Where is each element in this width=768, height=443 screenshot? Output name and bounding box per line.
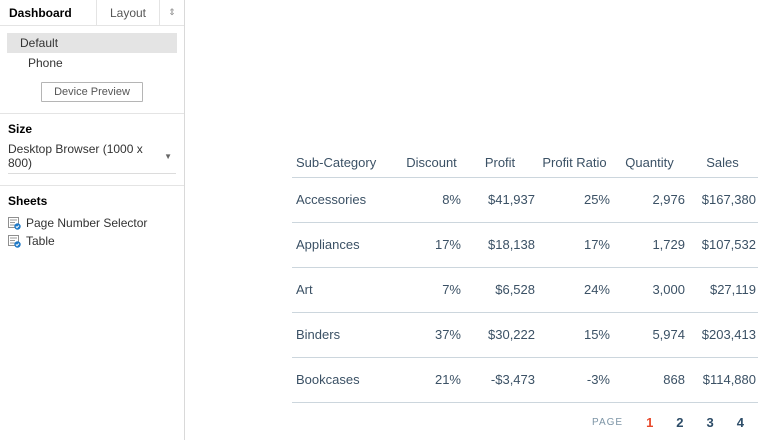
page-label: PAGE (592, 417, 624, 428)
sheet-item-page-number-selector[interactable]: Page Number Selector (0, 214, 184, 232)
cell-sales: $114,880 (687, 357, 758, 403)
report-table-container: Sub-Category Discount Profit Profit Rati… (292, 148, 758, 443)
cell-sub-category: Art (292, 267, 400, 313)
sheet-item-label: Table (26, 234, 55, 248)
cell-sub-category: Appliances (292, 222, 400, 268)
page-number-2[interactable]: 2 (676, 415, 684, 430)
cell-discount: 8% (400, 177, 463, 223)
page-number-1[interactable]: 1 (646, 415, 654, 430)
cell-quantity: 3,000 (612, 267, 687, 313)
column-header-sales: Sales (687, 148, 758, 178)
dashboard-pane: Dashboard Layout ⇕ Default Phone Device … (0, 0, 185, 440)
device-option-default[interactable]: Default (7, 33, 177, 53)
pagination: PAGE 1 2 3 4 (292, 403, 758, 443)
table-row: Art 7% $6,528 24% 3,000 $27,119 (292, 267, 758, 313)
cell-profit: $6,528 (463, 267, 537, 313)
pane-tabbar: Dashboard Layout ⇕ (0, 0, 184, 26)
cell-profit-ratio: 15% (537, 312, 612, 358)
cell-profit-ratio: 25% (537, 177, 612, 223)
cell-sales: $203,413 (687, 312, 758, 358)
page-number-3[interactable]: 3 (706, 415, 714, 430)
device-list: Default Phone (0, 33, 184, 73)
column-header-sub-category: Sub-Category (292, 148, 400, 178)
table-header-row: Sub-Category Discount Profit Profit Rati… (292, 148, 758, 178)
size-dropdown[interactable]: Desktop Browser (1000 x 800) ▼ (8, 141, 176, 174)
column-header-discount: Discount (400, 148, 463, 178)
cell-profit: $18,138 (463, 222, 537, 268)
table-row: Binders 37% $30,222 15% 5,974 $203,413 (292, 312, 758, 358)
data-table: Sub-Category Discount Profit Profit Rati… (292, 148, 758, 403)
cell-discount: 17% (400, 222, 463, 268)
column-header-profit-ratio: Profit Ratio (537, 148, 612, 178)
cell-profit-ratio: 17% (537, 222, 612, 268)
collapse-pane-icon: ⇕ (168, 7, 176, 17)
column-header-quantity: Quantity (612, 148, 687, 178)
cell-profit: $30,222 (463, 312, 537, 358)
worksheet-icon (8, 216, 21, 230)
tab-dashboard[interactable]: Dashboard (9, 5, 72, 20)
cell-quantity: 1,729 (612, 222, 687, 268)
cell-sub-category: Accessories (292, 177, 400, 223)
sheet-list: Page Number Selector Table (0, 213, 184, 250)
collapse-pane-button[interactable]: ⇕ (160, 0, 184, 25)
cell-discount: 7% (400, 267, 463, 313)
sheets-section-title: Sheets (8, 194, 48, 208)
cell-quantity: 868 (612, 357, 687, 403)
table-row: Accessories 8% $41,937 25% 2,976 $167,38… (292, 177, 758, 223)
cell-profit-ratio: 24% (537, 267, 612, 313)
device-option-phone[interactable]: Phone (28, 56, 63, 70)
cell-discount: 21% (400, 357, 463, 403)
table-row: Bookcases 21% -$3,473 -3% 868 $114,880 (292, 357, 758, 403)
size-section-title: Size (8, 122, 33, 136)
table-row: Appliances 17% $18,138 17% 1,729 $107,53… (292, 222, 758, 268)
worksheet-icon (8, 234, 21, 248)
divider (0, 185, 184, 186)
cell-sub-category: Binders (292, 312, 400, 358)
cell-sales: $167,380 (687, 177, 758, 223)
cell-discount: 37% (400, 312, 463, 358)
device-preview-button[interactable]: Device Preview (41, 82, 143, 102)
column-header-profit: Profit (463, 148, 537, 178)
page-number-4[interactable]: 4 (736, 415, 744, 430)
cell-quantity: 2,976 (612, 177, 687, 223)
cell-profit: $41,937 (463, 177, 537, 223)
cell-profit-ratio: -3% (537, 357, 612, 403)
tab-layout[interactable]: Layout (96, 0, 160, 25)
cell-quantity: 5,974 (612, 312, 687, 358)
cell-sales: $27,119 (687, 267, 758, 313)
divider (0, 113, 184, 114)
chevron-down-icon: ▼ (164, 151, 172, 161)
cell-sales: $107,532 (687, 222, 758, 268)
cell-sub-category: Bookcases (292, 357, 400, 403)
cell-profit: -$3,473 (463, 357, 537, 403)
size-dropdown-value: Desktop Browser (1000 x 800) (8, 142, 143, 170)
sheet-item-table[interactable]: Table (0, 232, 184, 250)
sheet-item-label: Page Number Selector (26, 216, 148, 230)
